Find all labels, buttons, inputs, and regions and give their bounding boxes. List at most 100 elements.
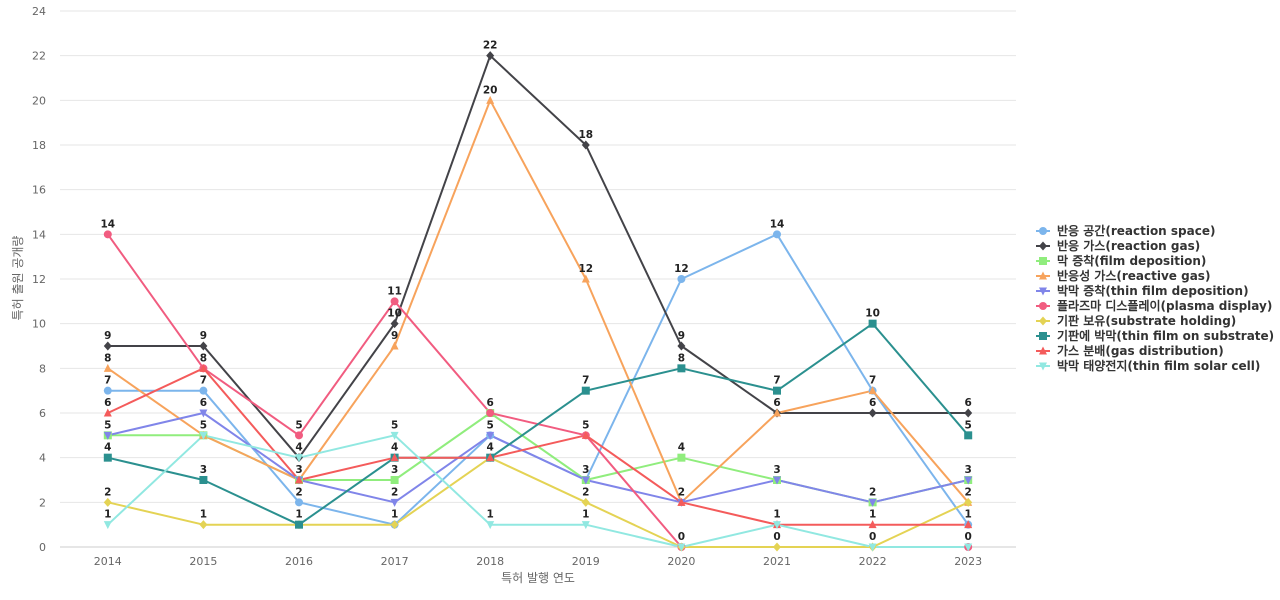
legend[interactable]: 반응 공간(reaction space)반응 가스(reaction gas)… <box>1036 223 1274 373</box>
data-point-1 <box>964 408 973 418</box>
data-point-6 <box>773 542 781 552</box>
data-point-6 <box>581 497 590 507</box>
legend-marker <box>1039 302 1047 310</box>
data-label: 6 <box>487 397 494 409</box>
series-lines <box>106 54 970 548</box>
data-point-8 <box>486 453 495 462</box>
y-tick-label: 8 <box>39 362 46 375</box>
data-point-6 <box>199 520 208 530</box>
data-point-4 <box>773 476 781 485</box>
data-point-5 <box>390 297 399 306</box>
legend-item-3[interactable]: 반응성 가스(reactive gas) <box>1036 268 1210 283</box>
data-label: 10 <box>387 308 402 320</box>
data-point-8 <box>103 408 112 417</box>
legend-marker <box>1039 227 1047 235</box>
y-tick-label: 0 <box>39 541 46 554</box>
legend-marker <box>1039 316 1047 326</box>
data-point-4 <box>486 431 495 440</box>
data-label: 14 <box>770 218 785 230</box>
legend-marker <box>1039 257 1047 265</box>
data-label: 1 <box>295 509 302 521</box>
legend-marker <box>1039 271 1047 280</box>
data-point-9 <box>581 521 590 530</box>
data-label: 8 <box>104 352 111 364</box>
series-line-9 <box>107 434 969 548</box>
y-tick-label: 4 <box>39 452 46 465</box>
data-point-2 <box>677 453 686 462</box>
legend-marker <box>1039 346 1047 355</box>
x-tick-label: 2019 <box>572 555 600 568</box>
data-point-0 <box>295 498 303 507</box>
legend-marker <box>1039 362 1047 371</box>
y-axis-title: 특허 출원 공개량 <box>11 236 25 321</box>
x-tick-label: 2020 <box>667 555 695 568</box>
series-markers <box>103 51 973 552</box>
data-label: 9 <box>678 330 685 342</box>
y-tick-label: 12 <box>32 273 46 286</box>
x-tick-label: 2023 <box>954 555 982 568</box>
data-label: 5 <box>582 419 589 431</box>
data-point-9 <box>677 543 686 552</box>
legend-label: 박막 태양전지(thin film solar cell) <box>1057 358 1260 373</box>
data-point-9 <box>199 431 208 440</box>
data-label: 3 <box>773 464 780 476</box>
data-point-4 <box>390 498 399 507</box>
y-tick-label: 14 <box>32 228 46 241</box>
data-label: 2 <box>104 486 111 498</box>
data-label: 14 <box>100 218 115 230</box>
legend-label: 막 증착(film deposition) <box>1057 253 1206 268</box>
data-label: 6 <box>773 397 780 409</box>
legend-item-7[interactable]: 기판에 박막(thin film on substrate) <box>1036 328 1274 343</box>
data-point-6 <box>964 497 973 507</box>
data-label: 11 <box>387 285 402 297</box>
data-point-1 <box>868 408 877 418</box>
data-point-8 <box>868 520 877 529</box>
data-point-7 <box>868 319 877 328</box>
data-point-1 <box>677 341 686 351</box>
data-point-7 <box>581 386 590 395</box>
data-label: 4 <box>487 442 494 454</box>
data-label: 5 <box>965 419 972 431</box>
data-label: 5 <box>200 419 207 431</box>
data-label: 0 <box>869 531 876 543</box>
legend-item-1[interactable]: 반응 가스(reaction gas) <box>1036 238 1200 253</box>
data-point-0 <box>773 230 781 239</box>
data-label: 5 <box>487 419 494 431</box>
data-point-9 <box>486 521 495 530</box>
series-line-3 <box>107 99 969 504</box>
legend-label: 플라즈마 디스플레이(plasma display) <box>1057 298 1272 313</box>
data-point-4 <box>868 498 877 507</box>
data-point-0 <box>199 386 208 395</box>
data-label: 18 <box>578 129 593 141</box>
legend-item-2[interactable]: 막 증착(film deposition) <box>1036 253 1206 268</box>
data-label: 6 <box>869 397 876 409</box>
data-label: 6 <box>200 397 207 409</box>
data-point-3 <box>868 386 877 395</box>
data-point-5 <box>295 431 303 440</box>
y-tick-label: 22 <box>32 50 46 63</box>
data-label: 4 <box>104 442 111 454</box>
data-label: 20 <box>483 84 498 96</box>
legend-label: 기판에 박막(thin film on substrate) <box>1057 328 1274 343</box>
data-point-0 <box>103 386 112 395</box>
data-label: 0 <box>773 531 780 543</box>
data-point-9 <box>964 543 973 552</box>
legend-item-0[interactable]: 반응 공간(reaction space) <box>1036 223 1215 238</box>
data-point-3 <box>773 408 781 417</box>
legend-item-9[interactable]: 박막 태양전지(thin film solar cell) <box>1036 358 1260 373</box>
data-label: 7 <box>869 375 876 387</box>
legend-item-6[interactable]: 기판 보유(substrate holding) <box>1036 313 1236 328</box>
legend-item-4[interactable]: 박막 증착(thin film deposition) <box>1036 283 1249 298</box>
legend-item-8[interactable]: 가스 분배(gas distribution) <box>1036 343 1224 358</box>
data-point-7 <box>199 476 208 484</box>
data-point-4 <box>581 476 590 485</box>
x-tick-label: 2015 <box>189 555 217 568</box>
legend-label: 기판 보유(substrate holding) <box>1057 313 1236 328</box>
data-label: 1 <box>582 509 589 521</box>
data-label: 5 <box>391 419 398 431</box>
legend-item-5[interactable]: 플라즈마 디스플레이(plasma display) <box>1036 298 1272 313</box>
data-point-9 <box>295 454 303 463</box>
data-label: 2 <box>582 486 589 498</box>
